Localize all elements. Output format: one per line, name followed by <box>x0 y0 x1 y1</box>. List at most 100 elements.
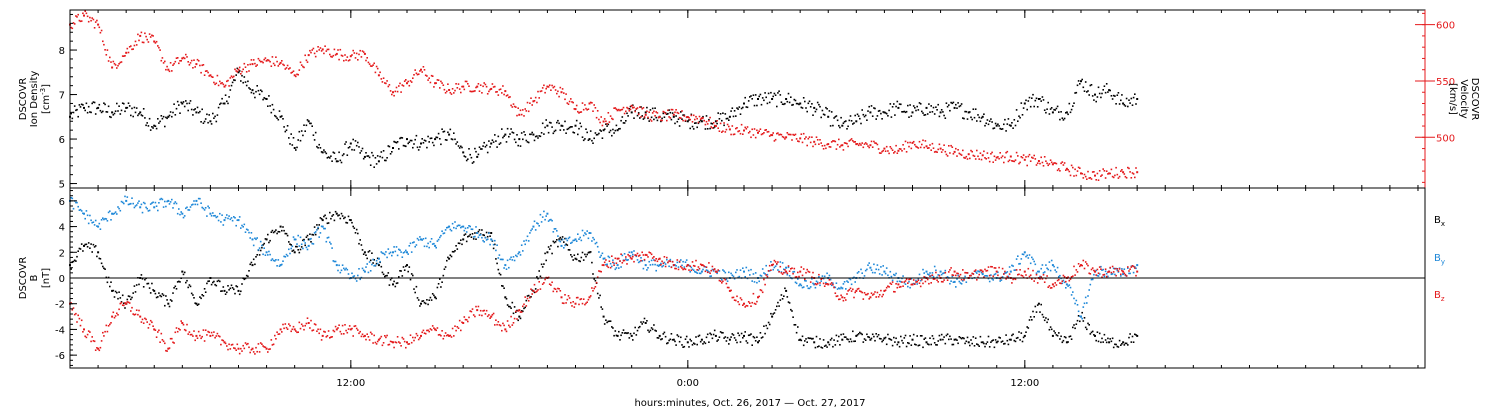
bx-sample <box>249 263 251 266</box>
bx-sample <box>154 292 157 295</box>
bx-point <box>546 251 549 254</box>
ion-density-sample <box>719 113 722 115</box>
ion-density-sample <box>114 110 117 112</box>
by-sample <box>442 232 445 235</box>
velocity-sample <box>820 142 822 144</box>
ion-density-sample <box>461 146 463 149</box>
bz-sample <box>765 274 767 276</box>
velocity-sample <box>1116 173 1119 176</box>
bx-sample <box>270 231 273 233</box>
bz-sample <box>666 256 668 259</box>
velocity-sample <box>675 109 677 111</box>
bz-sample <box>1097 272 1100 274</box>
velocity-point <box>504 90 507 93</box>
bz-sample <box>212 334 214 337</box>
bx-sample <box>1015 337 1018 339</box>
bz-sample <box>355 327 358 330</box>
ion-density-sample <box>763 99 765 102</box>
ion-density-sample <box>509 133 511 135</box>
velocity-sample <box>142 41 145 44</box>
bx-sample <box>400 270 402 272</box>
ion-density-sample <box>144 117 146 119</box>
velocity-sample <box>399 82 401 85</box>
velocity-sample <box>393 94 395 97</box>
by-sample <box>581 229 584 232</box>
bz-sample <box>977 276 979 279</box>
ion-density-sample <box>887 115 889 117</box>
by-sample <box>660 262 662 265</box>
bz-sample <box>974 269 977 271</box>
ion-density-sample <box>367 155 370 157</box>
bz-sample <box>593 287 595 290</box>
bx-sample <box>838 335 840 338</box>
by-point <box>406 251 408 254</box>
velocity-sample <box>1095 179 1097 181</box>
bx-sample <box>501 285 503 287</box>
ion-density-sample <box>305 124 308 127</box>
bx-sample <box>681 344 683 346</box>
by-sample <box>587 237 590 240</box>
velocity-sample <box>846 142 848 145</box>
by-sample <box>788 275 791 277</box>
bz-point <box>771 264 774 267</box>
velocity-sample <box>1131 172 1134 174</box>
by-sample <box>924 276 927 278</box>
ion-density-sample <box>516 134 518 136</box>
ion-density-sample <box>882 111 884 113</box>
ion-density-point <box>490 142 493 145</box>
bz-sample <box>903 281 906 283</box>
ion-density-sample <box>551 126 553 128</box>
bz-point <box>83 328 85 331</box>
bx-sample <box>839 344 841 346</box>
bz-sample <box>1012 278 1014 281</box>
velocity-sample <box>508 96 510 99</box>
velocity-point <box>209 74 212 77</box>
ion-density-sample <box>725 117 728 120</box>
velocity-sample <box>362 51 365 53</box>
bx-sample <box>385 275 387 277</box>
ion-density-sample <box>780 101 783 103</box>
by-sample <box>465 231 468 233</box>
ion-density-point <box>686 120 689 123</box>
bx-sample <box>959 336 962 339</box>
bz-sample <box>595 281 598 284</box>
bz-sample <box>1061 280 1064 282</box>
bx-sample <box>760 337 763 339</box>
velocity-sample <box>722 130 724 132</box>
bx-sample <box>1075 323 1078 325</box>
by-sample <box>1082 306 1085 308</box>
bx-sample <box>766 327 769 330</box>
ion-density-sample <box>482 145 484 147</box>
ion-density-sample <box>640 106 642 108</box>
by-sample <box>683 266 686 268</box>
by-sample <box>1026 254 1028 257</box>
velocity-sample <box>334 54 337 56</box>
ion-density-sample <box>368 156 371 159</box>
bx-sample <box>846 338 848 340</box>
by-sample <box>1005 272 1007 274</box>
ion-density-sample <box>216 114 219 116</box>
velocity-sample <box>1012 160 1014 162</box>
bz-sample <box>347 328 350 330</box>
bz-sample <box>1083 267 1086 270</box>
bz-sample <box>905 278 908 281</box>
bx-sample <box>933 342 936 344</box>
bz-sample <box>552 290 555 293</box>
bz-sample <box>612 261 614 264</box>
by-sample <box>861 272 863 274</box>
ion-density-sample <box>334 158 337 160</box>
ion-density-sample <box>922 112 924 114</box>
bx-sample <box>470 236 473 238</box>
ion-density-sample <box>820 116 822 119</box>
bx-sample <box>152 289 154 291</box>
velocity-sample <box>804 138 806 140</box>
field-legend: Bx By Bz <box>1434 215 1445 303</box>
bz-sample <box>503 324 505 327</box>
bx-sample <box>148 287 151 289</box>
ion-density-sample <box>1069 111 1072 114</box>
bz-point <box>1108 270 1111 273</box>
bx-sample <box>541 266 544 268</box>
bz-sample <box>481 314 483 317</box>
by-sample <box>412 241 414 244</box>
ion-density-sample <box>288 137 290 139</box>
